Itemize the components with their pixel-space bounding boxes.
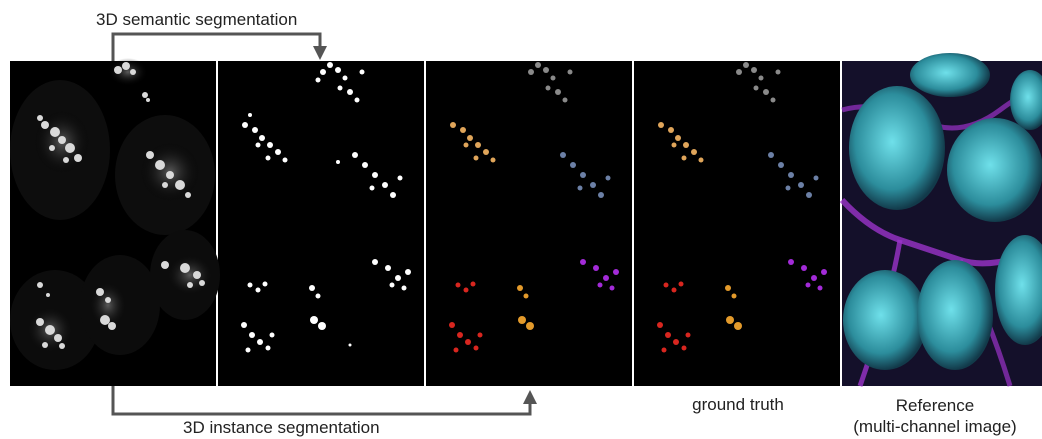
instance-prediction-panel: [426, 61, 632, 386]
semantic-mask-panel: [218, 61, 424, 386]
semantic-arrow: [113, 34, 327, 61]
ground-truth-panel: [634, 61, 840, 386]
instance-arrow: [113, 386, 537, 414]
